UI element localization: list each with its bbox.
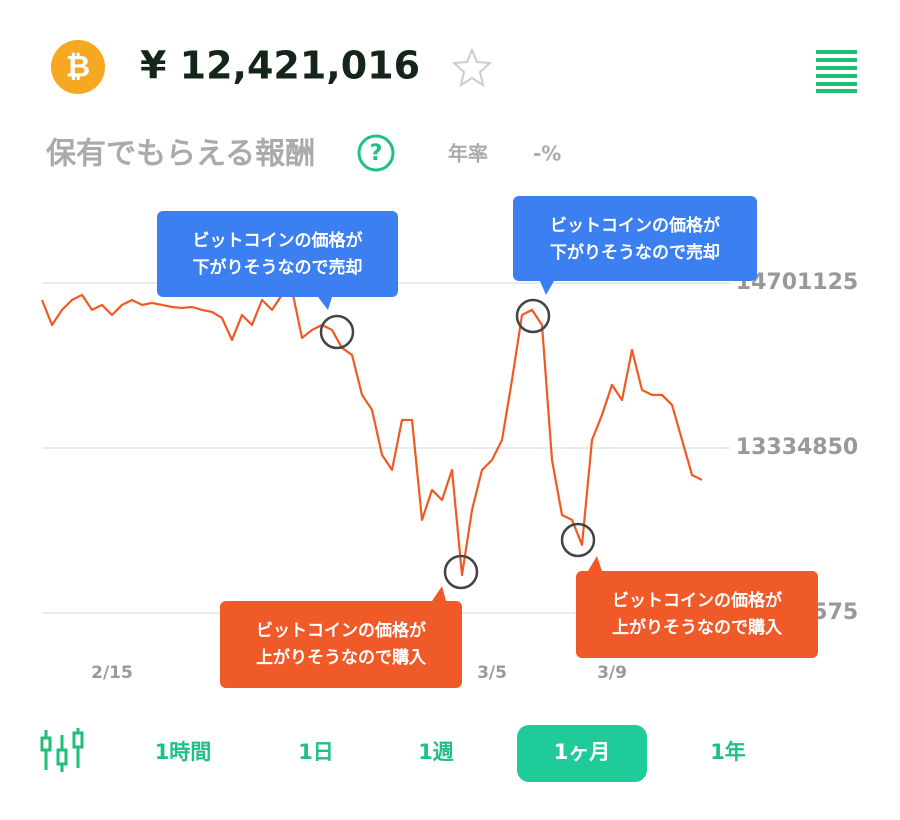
callout-tip [588,556,602,571]
callout-text: ビットコインの価格が [612,590,782,611]
highlight-circle [515,298,551,334]
help-mark: ? [370,141,383,166]
tab-active-bg[interactable] [517,725,647,782]
callout-box [157,211,398,297]
rate-value: -% [533,142,561,166]
tab[interactable]: 1日 [298,740,334,764]
callout-box [513,196,757,281]
tab[interactable]: 1年 [710,740,746,764]
menu-icon[interactable] [816,50,857,93]
callout-text: ビットコインの価格が [550,215,720,236]
callout-tip [318,297,332,310]
coin-icon [51,40,105,94]
x-tick-label: 3/5 [477,663,507,683]
callout-box [220,601,462,688]
tab[interactable]: 1ヶ月 [554,740,611,764]
x-tick-label: 3/9 [597,663,627,683]
x-tick-label: 2/15 [91,663,133,683]
highlight-circle [319,314,355,350]
callout-tip [540,281,554,295]
rate-label: 年率 [448,142,488,166]
callout-tip [432,586,446,601]
tab[interactable]: 1時間 [155,740,212,764]
favorite-star[interactable] [451,47,493,88]
tab[interactable]: 1週 [418,740,454,764]
callout-text: 上がりそうなので購入 [256,647,426,668]
callout-text: ビットコインの価格が [256,620,426,641]
callout-box [576,571,818,658]
y-tick-label: 13334850 [736,435,858,460]
price: ¥ 12,421,016 [140,44,420,88]
candle-icon[interactable] [40,728,84,772]
callout-text: ビットコインの価格が [193,230,363,251]
callout-text: 下がりそうなので売却 [193,257,363,278]
help-icon[interactable] [357,134,395,172]
callout-text: 上がりそうなので購入 [612,617,782,638]
callout-text: 下がりそうなので売却 [550,242,720,263]
reward-title: 保有でもらえる報酬 [46,137,315,172]
highlight-circle [560,522,596,558]
highlight-circle [443,554,479,590]
coin-symbol: ₿ [66,50,90,85]
price-line [40,288,703,577]
